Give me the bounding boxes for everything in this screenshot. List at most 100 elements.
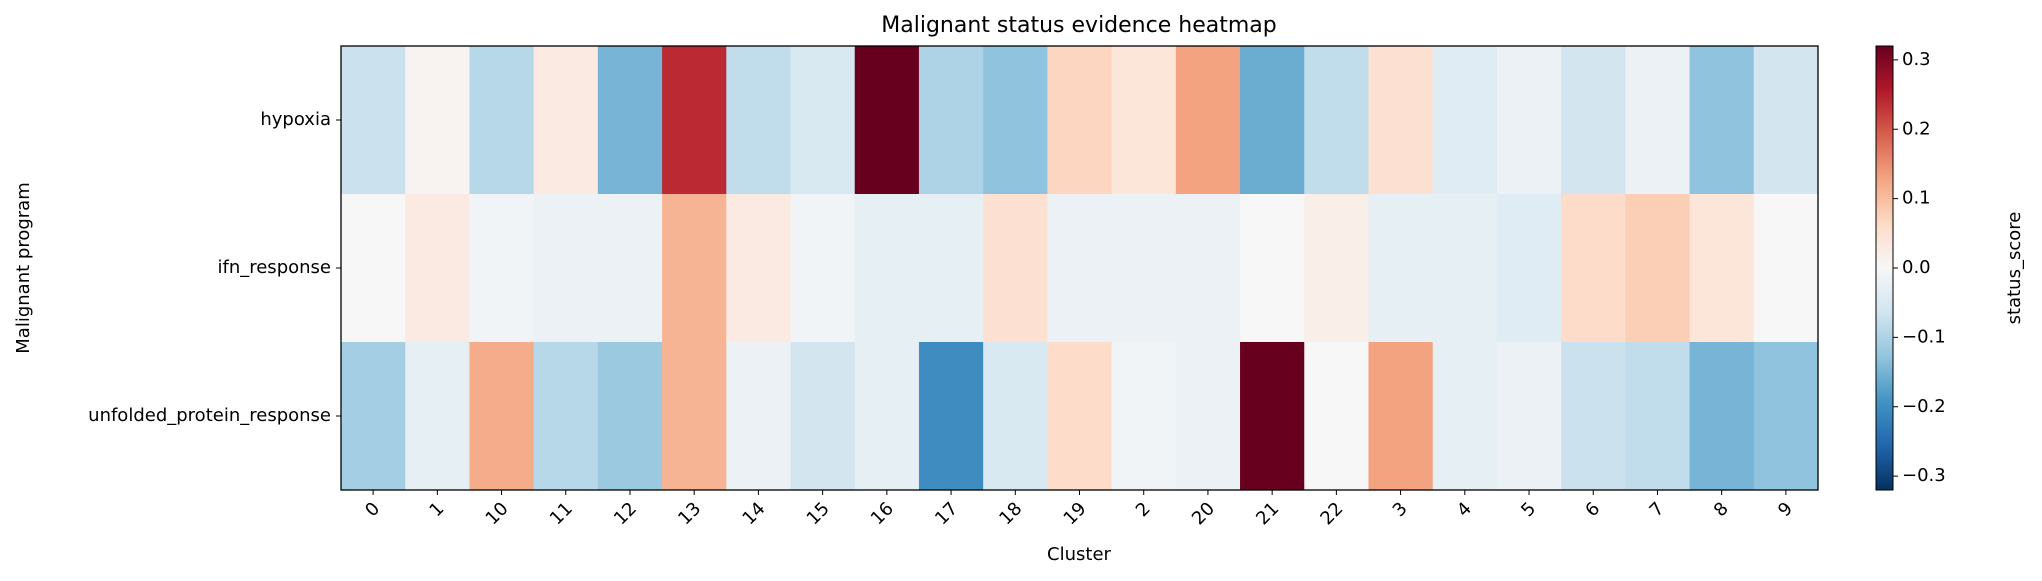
heatmap-cell xyxy=(1432,342,1498,491)
heatmap-cell xyxy=(1753,342,1819,491)
heatmap-cell xyxy=(1368,46,1434,195)
x-tick-label: 21 xyxy=(1252,498,1283,529)
heatmap-cell xyxy=(597,342,663,491)
x-tick-label: 6 xyxy=(1581,498,1604,521)
x-axis-label: Cluster xyxy=(1047,544,1111,565)
heatmap-cell xyxy=(1111,194,1177,343)
heatmap-cell xyxy=(469,46,535,195)
heatmap-cell xyxy=(1111,46,1177,195)
x-tick-label: 7 xyxy=(1646,498,1669,521)
x-tick-label: 22 xyxy=(1316,498,1347,529)
heatmap-cell xyxy=(1689,194,1755,343)
heatmap-cell xyxy=(854,342,920,491)
x-tick-label: 12 xyxy=(610,498,641,529)
heatmap-cell xyxy=(341,46,406,195)
heatmap-cell xyxy=(726,194,792,343)
heatmap-cell xyxy=(1561,342,1626,491)
heatmap-cell xyxy=(405,194,470,343)
heatmap-cell xyxy=(983,46,1048,195)
colorbar-tick-label: −0.2 xyxy=(1902,396,1946,417)
heatmap-cell xyxy=(790,46,856,195)
heatmap-cell xyxy=(533,342,599,491)
heatmap-cell xyxy=(854,194,920,343)
heatmap-cell xyxy=(662,342,727,491)
heatmap-cell xyxy=(1561,46,1626,195)
heatmap-cell xyxy=(341,342,406,491)
chart-title: Malignant status evidence heatmap xyxy=(881,13,1276,38)
heatmap-cell xyxy=(662,46,727,195)
heatmap-cell xyxy=(662,194,727,343)
heatmap-cell xyxy=(918,46,984,195)
heatmap-cell xyxy=(405,342,470,491)
heatmap-cell xyxy=(854,46,920,195)
heatmap-cell xyxy=(1689,342,1755,491)
heatmap-cell xyxy=(1496,194,1562,343)
heatmap-cell xyxy=(726,342,792,491)
heatmap-cell xyxy=(1625,342,1691,491)
heatmap-cell xyxy=(1304,46,1369,195)
heatmap-cell xyxy=(1047,194,1113,343)
heatmap-cell xyxy=(533,194,599,343)
heatmap-cell xyxy=(1240,194,1305,343)
heatmap-cell xyxy=(1432,46,1498,195)
heatmap-cell xyxy=(1304,194,1369,343)
x-tick-label: 1 xyxy=(425,498,448,521)
heatmap-cell xyxy=(918,194,984,343)
colorbar-tick-label: 0.1 xyxy=(1902,188,1931,209)
heatmap-cell xyxy=(1304,342,1369,491)
heatmap-cell xyxy=(405,46,470,195)
heatmap-cell xyxy=(1240,46,1305,195)
heatmap-cell xyxy=(469,342,535,491)
x-tick-label: 11 xyxy=(546,498,577,529)
x-tick-label: 17 xyxy=(931,498,962,529)
x-tick-label: 16 xyxy=(867,498,898,529)
heatmap-cell xyxy=(1175,342,1241,491)
x-tick-label: 8 xyxy=(1710,498,1733,521)
heatmap-cell xyxy=(1753,194,1819,343)
x-tick-label: 18 xyxy=(995,498,1026,529)
heatmap-cell xyxy=(533,46,599,195)
heatmap-cell xyxy=(1496,342,1562,491)
x-tick-label: 2 xyxy=(1132,498,1155,521)
x-tick-label: 19 xyxy=(1060,498,1091,529)
heatmap-cell xyxy=(1175,194,1241,343)
colorbar-tick-label: 0.2 xyxy=(1902,118,1931,139)
x-tick-label: 10 xyxy=(482,498,513,529)
y-tick-label: hypoxia xyxy=(260,109,331,130)
heatmap-cell xyxy=(1625,194,1691,343)
heatmap-cell xyxy=(1753,46,1819,195)
heatmap-cell xyxy=(1496,46,1562,195)
heatmap-cell xyxy=(1111,342,1177,491)
heatmap-cell xyxy=(1432,194,1498,343)
heatmap-cell xyxy=(790,194,856,343)
heatmap-cell xyxy=(983,342,1048,491)
heatmap-cell xyxy=(1561,194,1626,343)
heatmap-cell xyxy=(469,194,535,343)
x-tick-label: 3 xyxy=(1389,498,1412,521)
heatmap-cell xyxy=(790,342,856,491)
heatmap-cell xyxy=(1625,46,1691,195)
x-tick-label: 14 xyxy=(738,498,769,529)
heatmap-cell xyxy=(597,46,663,195)
x-tick-label: 20 xyxy=(1188,498,1219,529)
x-tick-label: 15 xyxy=(803,498,834,529)
x-tick-label: 13 xyxy=(674,498,705,529)
colorbar-label: status_score xyxy=(2004,212,2025,325)
heatmap-cell xyxy=(1368,342,1434,491)
colorbar-tick-label: −0.1 xyxy=(1902,326,1946,347)
heatmap-cell xyxy=(1240,342,1305,491)
heatmap-cell xyxy=(1047,342,1113,491)
colorbar xyxy=(1875,45,1894,491)
heatmap-cell xyxy=(726,46,792,195)
y-tick-label: ifn_response xyxy=(217,257,331,278)
x-tick-label: 0 xyxy=(361,498,384,521)
heatmap-cell xyxy=(597,194,663,343)
y-tick-label: unfolded_protein_response xyxy=(88,405,331,426)
heatmap-cell xyxy=(341,194,406,343)
y-axis-label: Malignant program xyxy=(13,182,34,353)
x-tick-label: 4 xyxy=(1453,498,1476,521)
heatmap-cell xyxy=(983,194,1048,343)
x-tick-label: 9 xyxy=(1774,498,1797,521)
colorbar-tick-label: −0.3 xyxy=(1902,465,1946,486)
